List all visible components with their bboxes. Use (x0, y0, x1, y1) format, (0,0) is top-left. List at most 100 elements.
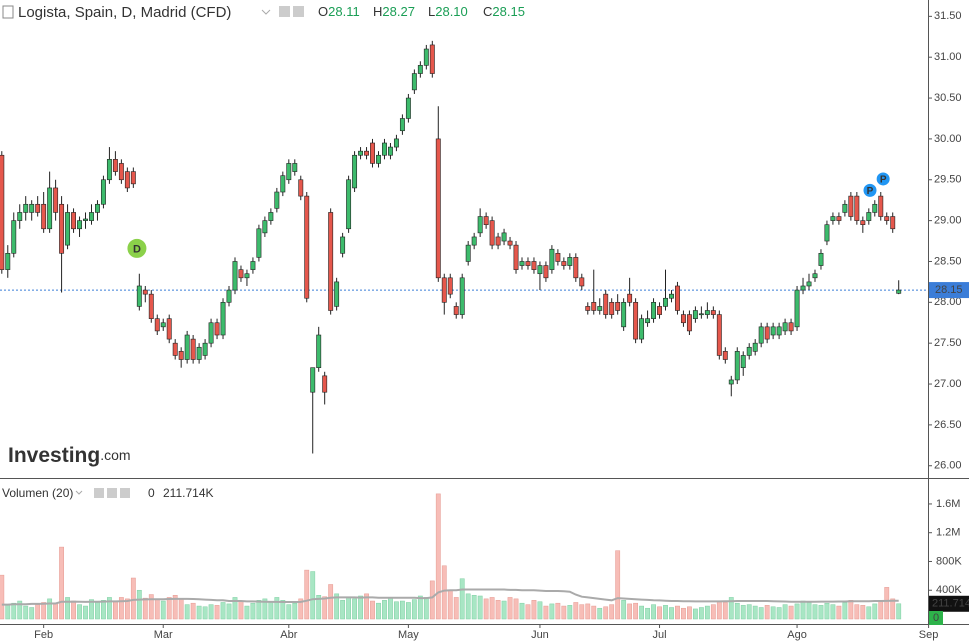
volume-bar (561, 605, 567, 620)
vol-close-icon[interactable] (120, 488, 130, 498)
candle-body (322, 375, 328, 393)
volume-bar (495, 600, 501, 620)
candle-body (675, 285, 680, 311)
watermark-brand: Investing (8, 444, 100, 467)
candle-body (764, 326, 770, 340)
ma-tag (929, 611, 943, 625)
event-marker (126, 237, 148, 259)
candle-body (364, 150, 369, 156)
candle-body (860, 220, 866, 226)
candle-body (100, 179, 106, 205)
volume-bar (238, 600, 244, 620)
volume-bar (459, 578, 465, 620)
volume-bar (364, 593, 369, 620)
volume-bar (256, 600, 262, 620)
candle-body (603, 293, 609, 315)
candle-body (680, 314, 686, 324)
volume-bar (214, 605, 220, 620)
volume-bar (130, 577, 136, 620)
volume-bar (890, 598, 896, 620)
candle-body (686, 314, 692, 332)
candle-body (256, 228, 262, 258)
volume-bar (776, 607, 782, 620)
candle-body (483, 216, 489, 226)
volume-bar (370, 600, 375, 620)
candle-body (190, 338, 196, 360)
vol-menu-arrow[interactable] (75, 490, 83, 495)
candle-body (370, 142, 375, 164)
volume-bar (429, 580, 435, 620)
candle-body (734, 351, 740, 381)
volume-bar (812, 604, 818, 620)
candle-body (178, 351, 184, 360)
eye-icon[interactable] (279, 6, 290, 17)
candle-body (543, 265, 549, 279)
candle-body (220, 302, 226, 336)
readout-name: L (428, 4, 435, 19)
candle-body (746, 346, 752, 356)
volume-bar (411, 599, 417, 620)
candle-body (435, 138, 441, 279)
volume-bar (346, 597, 352, 620)
vol-settings-icon[interactable] (107, 488, 117, 498)
volume-bar (322, 596, 328, 620)
y2-tick-label: 400K (936, 584, 962, 596)
menu-arrow[interactable] (261, 9, 271, 15)
y2-tick-label: 800K (936, 555, 962, 567)
volume-bar (286, 604, 292, 620)
volume-bar (95, 602, 100, 620)
volume-bar (304, 569, 310, 620)
candle-body (710, 310, 716, 315)
candle-body (561, 261, 567, 266)
volume-bar (23, 605, 29, 620)
volume-bar (196, 605, 202, 620)
candle-body (346, 179, 352, 230)
candle-body (244, 273, 250, 279)
candle-body (627, 293, 633, 303)
candle-body (35, 203, 41, 213)
candle-body (740, 355, 746, 368)
candle-body (65, 212, 71, 246)
candle-body (615, 302, 621, 311)
volume-bar (53, 602, 59, 620)
candle-body (519, 261, 525, 266)
settings-icon[interactable] (293, 6, 304, 17)
volume-bar (878, 601, 884, 620)
volume-bar (758, 607, 764, 620)
candle-body (202, 342, 208, 356)
y-tick-label: 28.50 (934, 255, 962, 267)
volume-bar (609, 604, 615, 620)
volume-bar (29, 607, 35, 620)
y-tick-label: 30.50 (934, 92, 962, 104)
candle-body (393, 138, 399, 148)
volume-bar (136, 589, 142, 620)
volume-bar (394, 601, 399, 620)
candle-body (537, 265, 543, 275)
event-label: D (133, 243, 141, 255)
volume-bar (597, 607, 603, 620)
volume-bar (824, 602, 830, 620)
collapse-icon[interactable] (2, 5, 14, 19)
volume-bar (483, 598, 489, 620)
candle-body (621, 302, 627, 328)
candle-body (501, 232, 507, 242)
volume-bar (112, 601, 118, 620)
candle-body (172, 342, 178, 356)
volume-bar (417, 595, 423, 620)
y2-tick-label: 1.2M (936, 527, 960, 539)
candle-body (788, 322, 794, 332)
volume-bar (627, 603, 633, 620)
candle-body (585, 306, 591, 311)
candle-body (124, 171, 130, 189)
candle-body (304, 195, 310, 299)
candle-body (5, 252, 11, 270)
candle-body (609, 302, 615, 315)
vol-eye-icon[interactable] (94, 488, 104, 498)
chart-title: Logista, Spain, D, Madrid (CFD) (18, 4, 231, 21)
volume-bar (358, 595, 363, 620)
volume-bar (11, 602, 17, 620)
candle-body (298, 179, 304, 197)
candle-body (136, 285, 142, 307)
candle-body (669, 293, 674, 299)
